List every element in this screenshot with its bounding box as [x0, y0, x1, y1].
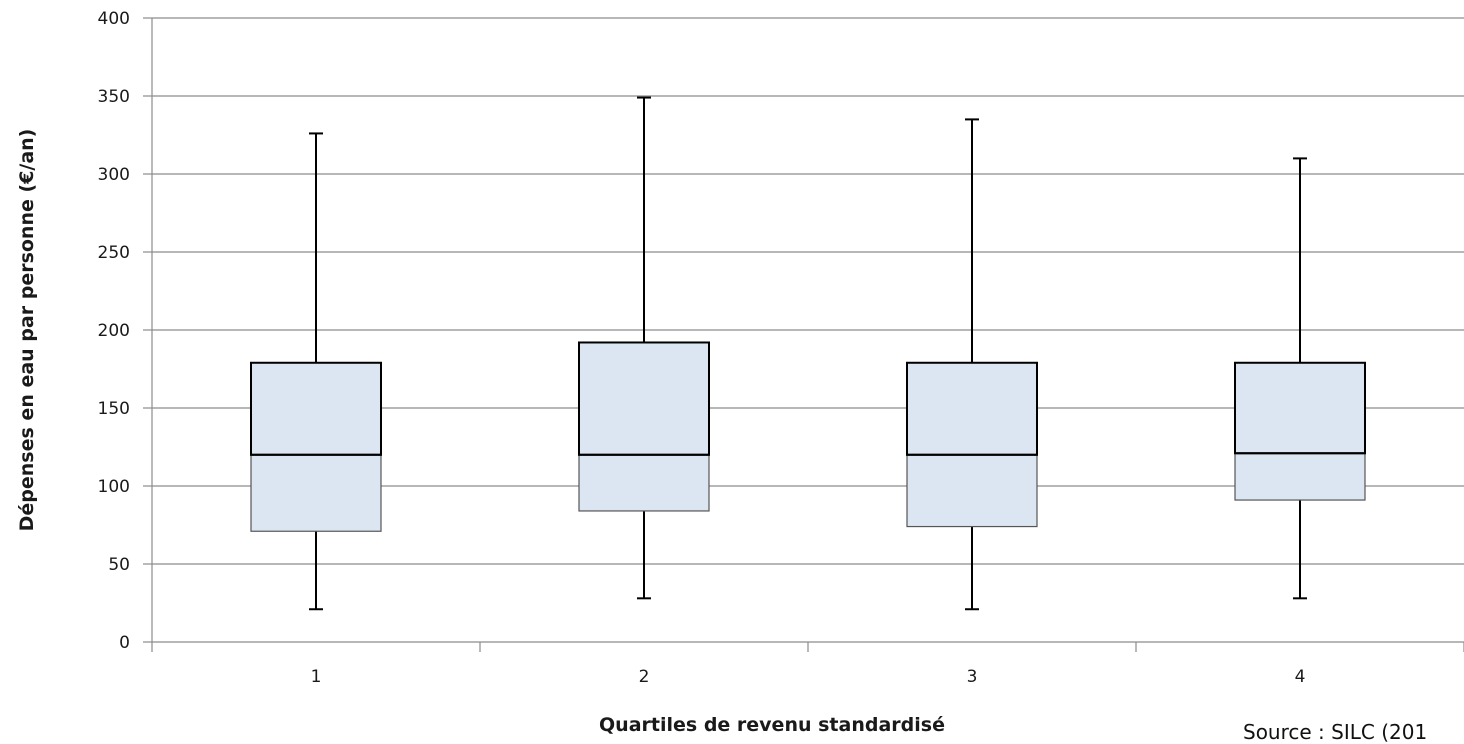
- box-2: [578, 96, 710, 600]
- upper-box: [250, 361, 382, 456]
- x-tick-label: 4: [1295, 667, 1306, 687]
- y-axis-ticks: 0 50 100 150 200 250 300 350 400: [98, 9, 130, 653]
- box-3: [906, 118, 1038, 611]
- box-1: [250, 132, 382, 611]
- y-tick-label: 200: [98, 321, 130, 341]
- x-axis-title: Quartiles de revenu standardisé: [599, 714, 945, 736]
- upper-box: [906, 361, 1038, 456]
- y-tick-label: 150: [98, 399, 130, 419]
- upper-box: [1234, 361, 1366, 455]
- x-tick-label: 3: [967, 667, 978, 687]
- y-tick-label: 50: [108, 555, 130, 575]
- y-tick-label: 300: [98, 165, 130, 185]
- upper-box: [578, 341, 710, 456]
- source-note: Source : SILC (201: [1243, 720, 1428, 744]
- x-tick-label: 1: [311, 667, 322, 687]
- y-tick-label: 350: [98, 87, 130, 107]
- lower-box: [1234, 452, 1366, 501]
- x-tick-label: 2: [639, 667, 650, 687]
- lower-box: [578, 454, 710, 512]
- x-axis-ticks: 1 2 3 4: [311, 667, 1306, 687]
- y-tick-label: 400: [98, 9, 130, 29]
- y-axis-title: Dépenses en eau par personne (€/an): [16, 129, 38, 532]
- axes: [143, 17, 1464, 652]
- y-tick-label: 0: [119, 633, 130, 653]
- boxes: [250, 96, 1366, 611]
- box-4: [1234, 157, 1366, 600]
- lower-box: [906, 454, 1038, 528]
- lower-box: [250, 454, 382, 532]
- y-tick-label: 250: [98, 243, 130, 263]
- y-tick-label: 100: [98, 477, 130, 497]
